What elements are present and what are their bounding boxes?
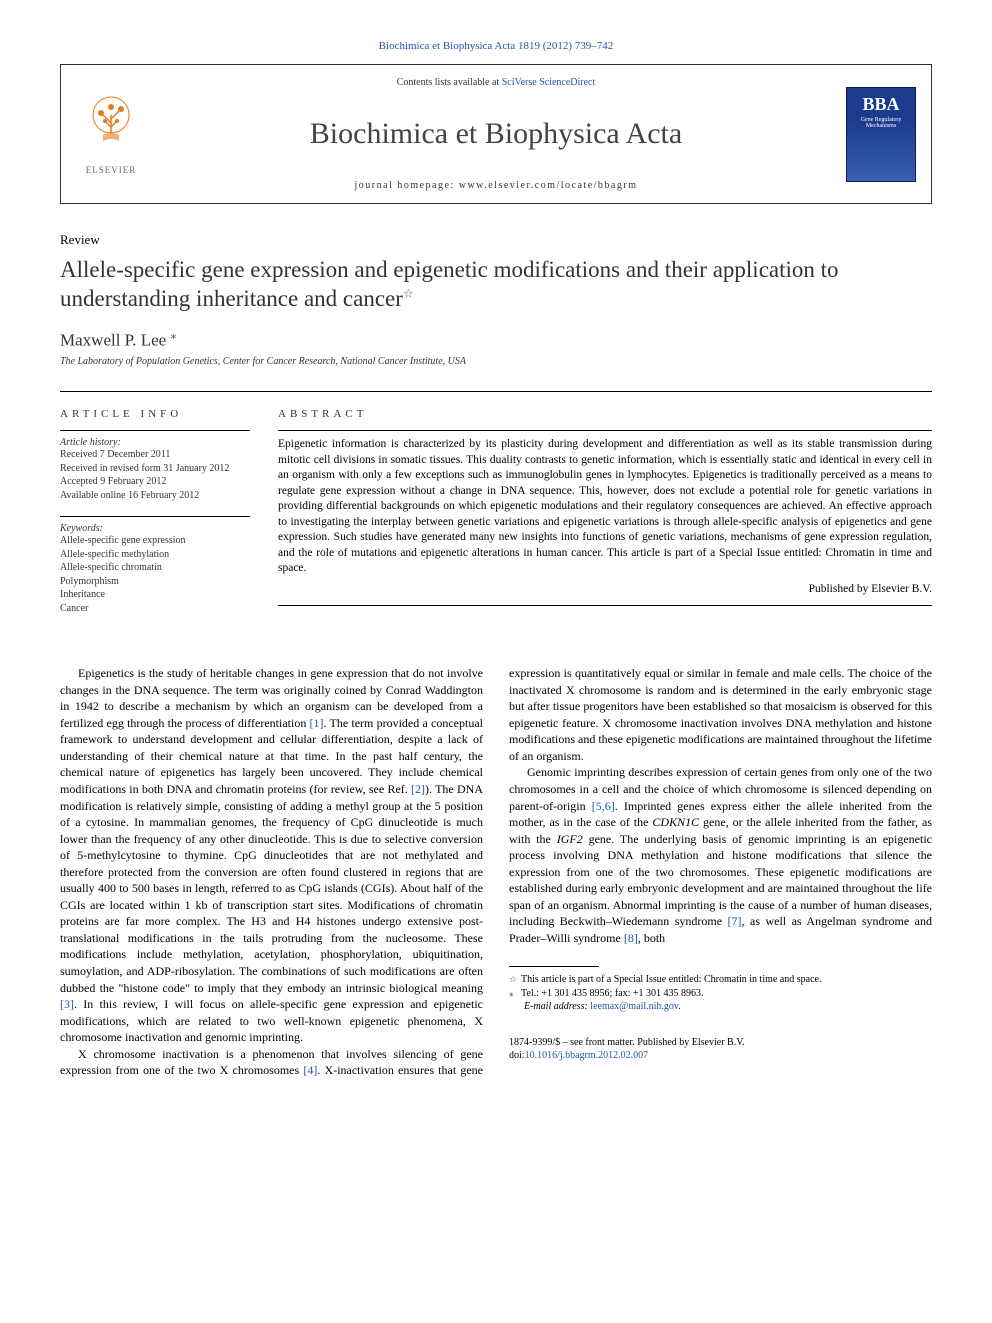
sciverse-link[interactable]: SciVerse ScienceDirect: [502, 77, 596, 88]
info-rule-top: [60, 430, 250, 431]
asterisk-icon: ⁎: [509, 987, 521, 999]
elsevier-logo: ELSEVIER: [76, 89, 146, 179]
article-info-heading: ARTICLE INFO: [60, 408, 250, 420]
doi-label: doi:: [509, 1050, 525, 1061]
keyword-item: Allele-specific chromatin: [60, 561, 250, 575]
article-type: Review: [60, 232, 932, 248]
email-link[interactable]: leemax@mail.nih.gov: [590, 1001, 678, 1012]
email-label: E-mail address:: [524, 1001, 588, 1012]
article-title: Allele-specific gene expression and epig…: [60, 256, 932, 314]
corresponding-author-mark: ⁎: [170, 328, 176, 342]
author-affiliation: The Laboratory of Population Genetics, C…: [60, 356, 932, 367]
reference-link[interactable]: [4]: [303, 1063, 317, 1077]
journal-title: Biochimica et Biophysica Acta: [310, 117, 682, 151]
contents-prefix: Contents lists available at: [397, 77, 502, 88]
body-text-run: . In this review, I will focus on allele…: [60, 997, 483, 1044]
body-text-run: ). The DNA modification is relatively si…: [60, 782, 483, 978]
keyword-item: Polymorphism: [60, 575, 250, 589]
footnote-email: E-mail address: leemax@mail.nih.gov.: [509, 1000, 932, 1014]
history-label: Article history:: [60, 437, 250, 448]
reference-link[interactable]: [1]: [310, 716, 324, 730]
article-info-column: ARTICLE INFO Article history: Received 7…: [60, 408, 250, 629]
info-abstract-row: ARTICLE INFO Article history: Received 7…: [60, 391, 932, 629]
reference-link[interactable]: [8]: [624, 931, 638, 945]
history-revised: Received in revised form 31 January 2012: [60, 462, 250, 476]
footnote-corresponding: ⁎Tel.: +1 301 435 8956; fax: +1 301 435 …: [509, 987, 932, 1001]
homepage-url[interactable]: www.elsevier.com/locate/bbagrm: [459, 180, 638, 191]
header-center: Contents lists available at SciVerse Sci…: [161, 65, 831, 203]
header-citation: Biochimica et Biophysica Acta 1819 (2012…: [60, 40, 932, 52]
title-text: Allele-specific gene expression and epig…: [60, 257, 839, 311]
abstract-text: Epigenetic information is characterized …: [278, 437, 932, 577]
reference-link[interactable]: [3]: [60, 997, 74, 1011]
keywords-block: Keywords: Allele-specific gene expressio…: [60, 523, 250, 615]
author-name: Maxwell P. Lee ⁎: [60, 328, 932, 351]
body-paragraph-1: Epigenetics is the study of heritable ch…: [60, 665, 483, 1046]
journal-cover-container: BBA Gene Regulatory Mechanisms: [831, 65, 931, 203]
elsevier-label: ELSEVIER: [86, 165, 137, 175]
elsevier-tree-icon: [83, 93, 139, 161]
abstract-column: ABSTRACT Epigenetic information is chara…: [278, 408, 932, 629]
star-icon: ☆: [509, 973, 521, 985]
title-footnote-star: ☆: [403, 286, 414, 300]
gene-name: IGF2: [557, 832, 583, 846]
abstract-publisher: Published by Elsevier B.V.: [278, 583, 932, 595]
body-text: Epigenetics is the study of heritable ch…: [60, 665, 932, 1079]
reference-link[interactable]: [2]: [411, 782, 425, 796]
info-rule-mid: [60, 516, 250, 517]
abstract-rule-bottom: [278, 605, 932, 606]
journal-header-box: ELSEVIER Contents lists available at Sci…: [60, 64, 932, 204]
issn-line: 1874-9399/$ – see front matter. Publishe…: [509, 1036, 932, 1050]
history-online: Available online 16 February 2012: [60, 489, 250, 503]
footnote-special-issue: ☆This article is part of a Special Issue…: [509, 973, 932, 987]
column-footer: ☆This article is part of a Special Issue…: [509, 966, 932, 1063]
doi-link[interactable]: 10.1016/j.bbagrm.2012.02.007: [525, 1050, 649, 1061]
contents-available-line: Contents lists available at SciVerse Sci…: [397, 77, 596, 88]
footnote-text: Tel.: +1 301 435 8956; fax: +1 301 435 8…: [521, 988, 704, 999]
abstract-rule-top: [278, 430, 932, 431]
doi-line: doi:10.1016/j.bbagrm.2012.02.007: [509, 1049, 932, 1063]
keyword-item: Allele-specific gene expression: [60, 534, 250, 548]
keyword-item: Inheritance: [60, 588, 250, 602]
body-paragraph-3: Genomic imprinting describes expression …: [509, 764, 932, 946]
footnote-text: This article is part of a Special Issue …: [521, 974, 821, 985]
history-accepted: Accepted 9 February 2012: [60, 475, 250, 489]
gene-name: CDKN1C: [652, 815, 699, 829]
page-footer: 1874-9399/$ – see front matter. Publishe…: [509, 1036, 932, 1063]
keyword-item: Cancer: [60, 602, 250, 616]
footnotes-rule: [509, 966, 599, 967]
cover-acronym: BBA: [849, 94, 913, 115]
history-received: Received 7 December 2011: [60, 448, 250, 462]
reference-link[interactable]: [7]: [728, 914, 742, 928]
elsevier-logo-container: ELSEVIER: [61, 65, 161, 203]
body-text-run: , both: [638, 931, 665, 945]
journal-cover: BBA Gene Regulatory Mechanisms: [846, 87, 916, 182]
article-history-block: Article history: Received 7 December 201…: [60, 437, 250, 502]
homepage-label: journal homepage:: [355, 180, 459, 191]
keywords-label: Keywords:: [60, 523, 250, 534]
author-text: Maxwell P. Lee: [60, 330, 166, 349]
abstract-heading: ABSTRACT: [278, 408, 932, 420]
journal-homepage-line: journal homepage: www.elsevier.com/locat…: [355, 180, 638, 191]
cover-subtitle: Gene Regulatory Mechanisms: [849, 117, 913, 130]
reference-link[interactable]: [5,6]: [592, 799, 615, 813]
keyword-item: Allele-specific methylation: [60, 548, 250, 562]
